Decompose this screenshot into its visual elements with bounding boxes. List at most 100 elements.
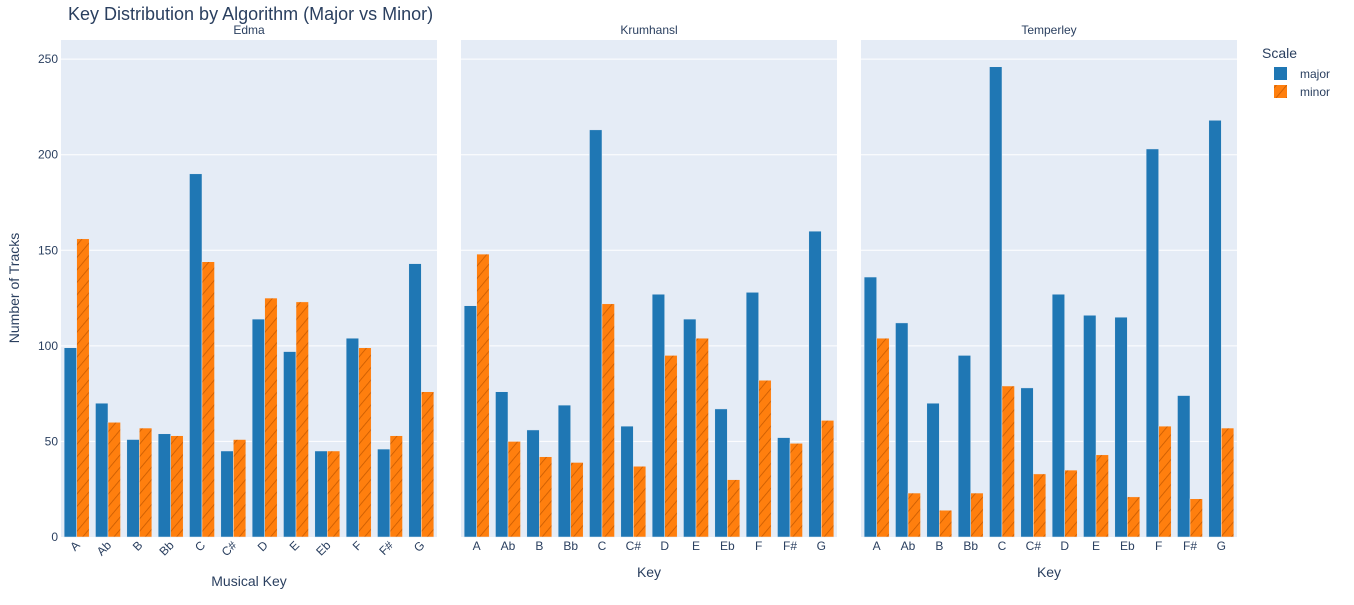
x-tick-label: G: [411, 538, 428, 555]
bar-minor-E: [695, 337, 709, 538]
panel-edma: Edma 0 50 100 150 200 250 A Ab B Bb C C# D E Eb F F# G Musi…: [38, 23, 437, 589]
legend-item-major[interactable]: major: [1274, 67, 1330, 81]
x-axis-label: Key: [637, 564, 661, 580]
legend-label: minor: [1300, 85, 1330, 99]
bar-minor-D: [264, 297, 278, 538]
bar-minor-Bb: [170, 435, 184, 538]
bar-minor-F: [358, 347, 372, 538]
bar-major-B: [526, 429, 540, 538]
panel-title: Temperley: [1021, 23, 1076, 37]
bar-major-Eb: [714, 408, 728, 538]
bar-major-E: [683, 318, 697, 538]
x-tick-label: E: [287, 538, 303, 554]
bar-minor-B: [539, 456, 553, 538]
x-tick-label: C#: [626, 539, 642, 553]
bar-minor-G: [1221, 427, 1235, 538]
panel-krumhansl: Krumhansl A Ab B Bb C C# D E Eb F F# G Key: [461, 23, 837, 580]
legend-label: major: [1300, 67, 1330, 81]
bar-minor-Eb: [727, 479, 741, 538]
bar-minor-A: [76, 238, 90, 538]
bar-major-C#: [1020, 387, 1034, 538]
legend-item-minor[interactable]: minor: [1274, 85, 1330, 99]
x-axis-label: Key: [1037, 564, 1061, 580]
bar-major-E: [283, 351, 297, 538]
bar-major-C: [989, 66, 1003, 538]
x-tick-label: F: [1155, 539, 1162, 553]
bar-major-B: [926, 402, 940, 538]
x-tick-label: Eb: [720, 539, 735, 553]
bar-major-Ab: [95, 402, 109, 538]
y-axis-label: Number of Tracks: [6, 233, 22, 343]
plot-background: [61, 40, 437, 537]
x-tick-label: A: [873, 539, 881, 553]
bar-major-Eb: [314, 450, 328, 538]
bar-major-F#: [377, 448, 391, 538]
y-tick-label: 200: [38, 148, 58, 162]
bar-major-D: [1051, 293, 1065, 538]
bar-major-B: [126, 439, 140, 538]
x-tick-label: F: [755, 539, 762, 553]
bar-minor-Ab: [907, 492, 921, 538]
bar-major-C: [189, 173, 203, 538]
x-tick-label: A: [473, 539, 481, 553]
bar-minor-Ab: [107, 422, 121, 538]
x-tick-label: B: [130, 538, 146, 554]
y-tick-label: 150: [38, 243, 58, 257]
x-tick-label: C: [598, 539, 607, 553]
bar-minor-Bb: [570, 462, 584, 538]
x-tick-label: C#: [219, 538, 240, 559]
x-tick-label: Ab: [501, 539, 516, 553]
bar-minor-E: [1095, 454, 1109, 538]
bar-minor-E: [295, 301, 309, 538]
plot-background: [861, 40, 1237, 537]
bar-major-G: [1208, 120, 1222, 538]
x-tick-label: G: [1217, 539, 1226, 553]
bar-minor-F#: [389, 435, 403, 538]
x-tick-label: B: [935, 539, 943, 553]
panel-title: Krumhansl: [620, 23, 677, 37]
x-tick-label: D: [1060, 539, 1069, 553]
bar-major-Ab: [895, 322, 909, 538]
y-tick-label: 0: [51, 530, 58, 544]
bar-minor-G: [421, 391, 435, 538]
bar-major-F: [745, 292, 759, 538]
x-tick-label: Bb: [963, 539, 978, 553]
bar-minor-C: [201, 261, 215, 538]
bar-minor-Eb: [327, 450, 341, 538]
bar-minor-C: [601, 303, 615, 538]
y-tick-label: 50: [45, 434, 59, 448]
bar-minor-C: [1001, 385, 1015, 538]
legend[interactable]: Scale major minor: [1262, 45, 1330, 99]
x-tick-label: D: [255, 538, 271, 554]
x-tick-label: F#: [783, 539, 797, 553]
x-tick-label: B: [535, 539, 543, 553]
plot-background: [461, 40, 837, 537]
bar-major-G: [408, 263, 422, 538]
bar-minor-F#: [1189, 498, 1203, 538]
bar-major-Bb: [557, 404, 571, 538]
bar-minor-D: [1064, 469, 1078, 538]
bar-major-A: [463, 305, 477, 538]
x-tick-label: D: [660, 539, 669, 553]
bar-major-Bb: [157, 433, 171, 538]
x-tick-label: C: [998, 539, 1007, 553]
x-axis-label: Musical Key: [211, 573, 286, 589]
bar-minor-Bb: [970, 492, 984, 538]
y-tick-label: 250: [38, 52, 58, 66]
x-tick-label: F#: [376, 538, 396, 558]
panel-title: Edma: [233, 23, 265, 37]
bar-major-F#: [777, 437, 791, 538]
x-tick-label: G: [817, 539, 826, 553]
bar-major-Ab: [495, 391, 509, 538]
legend-swatch: [1274, 67, 1287, 80]
bar-major-D: [251, 318, 265, 538]
x-tick-label: C#: [1026, 539, 1042, 553]
bar-minor-A: [876, 337, 890, 538]
x-tick-label: E: [692, 539, 700, 553]
bar-major-F: [345, 337, 359, 538]
bar-major-Bb: [957, 355, 971, 538]
x-tick-label: F: [350, 538, 365, 553]
legend-title: Scale: [1262, 45, 1297, 61]
